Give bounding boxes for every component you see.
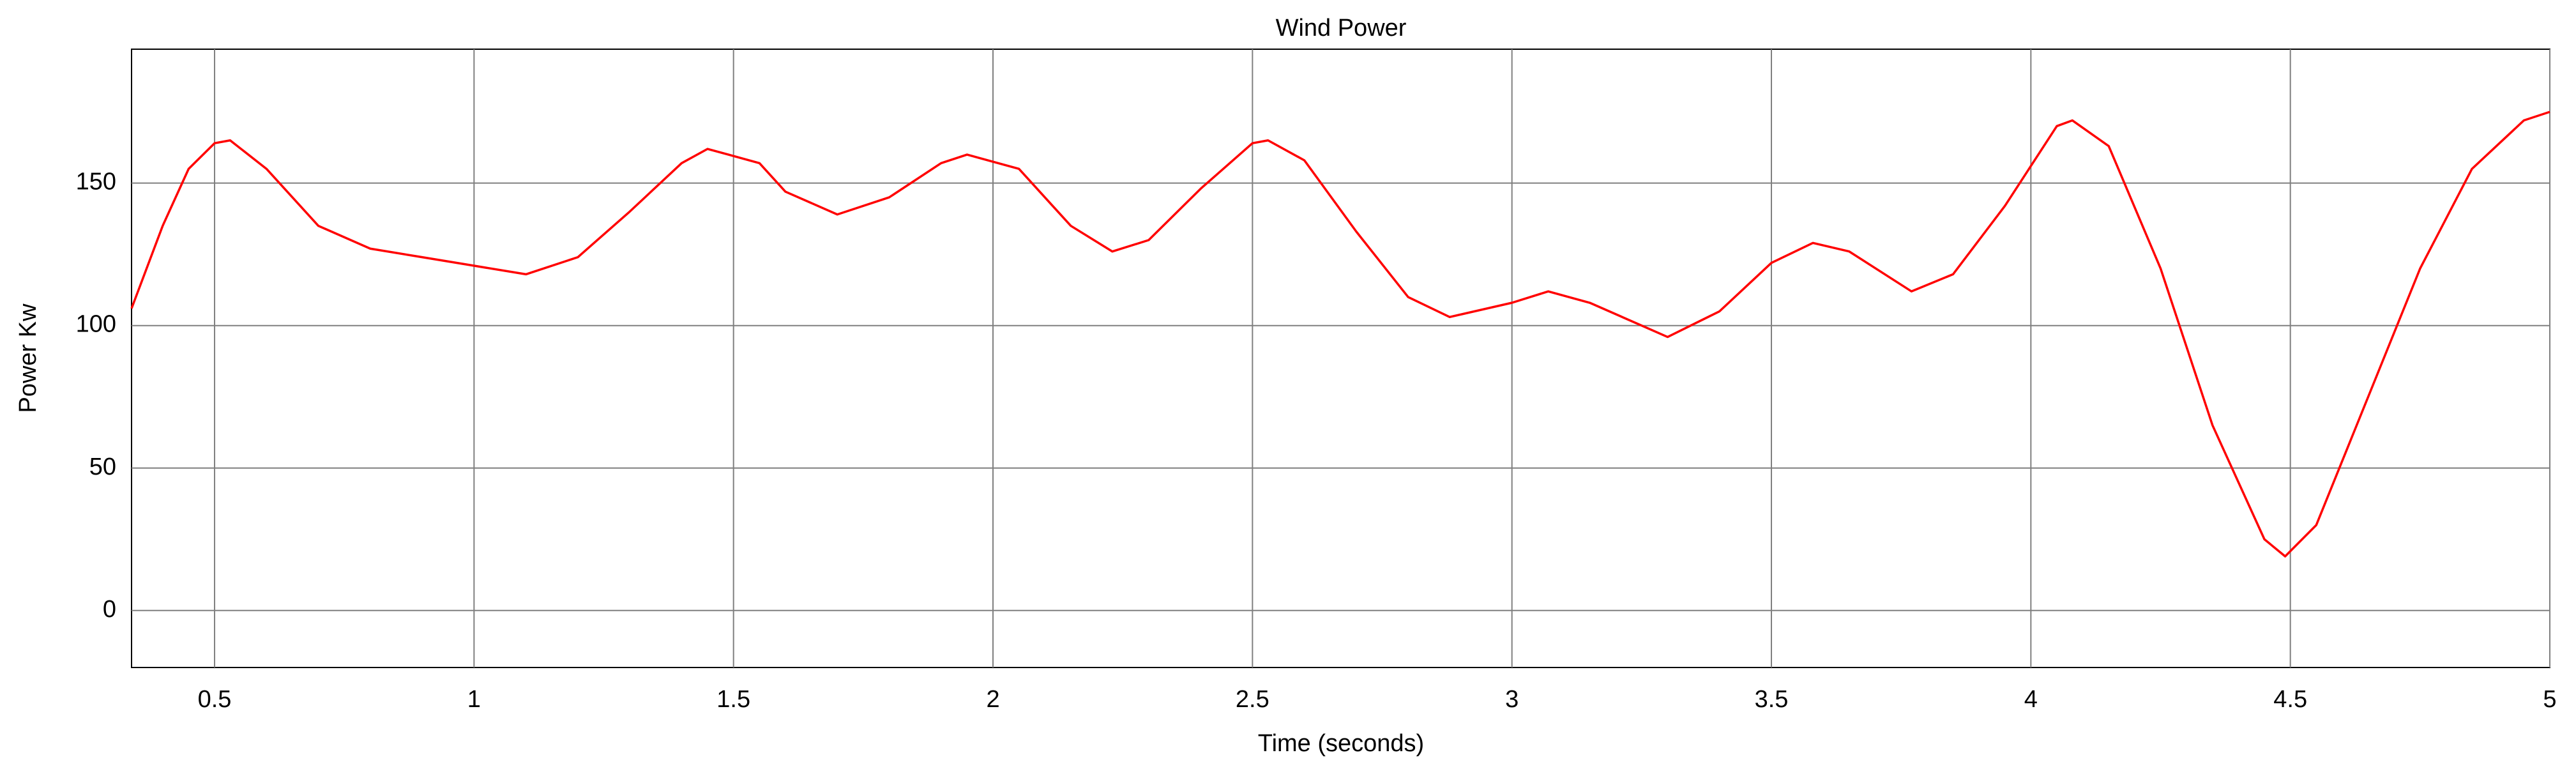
x-tick-label: 4 xyxy=(2024,686,2038,713)
y-tick-label: 50 xyxy=(89,454,116,480)
x-tick-label: 1 xyxy=(467,686,481,713)
y-tick-label: 0 xyxy=(103,596,116,623)
data-line xyxy=(130,111,2550,558)
chart-title: Wind Power xyxy=(1276,15,1407,42)
x-axis-label: Time (seconds) xyxy=(1258,730,1424,757)
x-tick-label: 5 xyxy=(2543,686,2556,713)
y-axis-label: Power Kw xyxy=(15,303,42,413)
x-tick-label: 3 xyxy=(1505,686,1519,713)
x-tick-label: 2 xyxy=(986,686,999,713)
y-tick-label: 100 xyxy=(76,311,116,338)
plot-area xyxy=(131,49,2550,668)
x-tick-label: 4.5 xyxy=(2273,686,2307,713)
x-tick-label: 0.5 xyxy=(198,686,232,713)
x-tick-label: 2.5 xyxy=(1236,686,1269,713)
y-tick-label: 150 xyxy=(76,169,116,195)
x-tick-label: 3.5 xyxy=(1755,686,1789,713)
x-tick-label: 1.5 xyxy=(716,686,750,713)
